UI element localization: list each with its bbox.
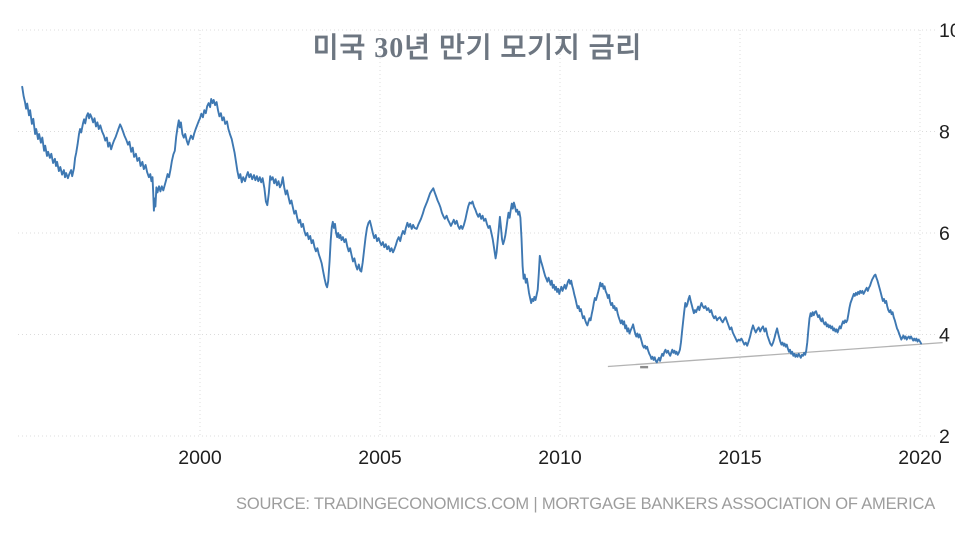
chart-title: 미국 30년 만기 모기지 금리 [312,33,643,64]
trendline-handle[interactable] [640,365,649,369]
x-tick-label: 2000 [178,447,222,469]
y-tick-label: 6 [939,223,950,245]
y-tick-label: 2 [939,426,950,448]
x-tick-label: 2015 [718,447,762,469]
x-tick-label: 2010 [538,447,582,469]
source-attribution: SOURCE: TRADINGECONOMICS.COM | MORTGAGE … [236,495,935,513]
x-tick-label: 2005 [358,447,402,469]
y-tick-label: 4 [939,325,950,347]
y-tick-label: 8 [939,122,950,144]
series-line[interactable] [21,85,923,364]
x-tick-label: 2020 [898,447,942,469]
support-trendline[interactable] [607,341,943,368]
y-tick-label: 10 [939,20,955,42]
